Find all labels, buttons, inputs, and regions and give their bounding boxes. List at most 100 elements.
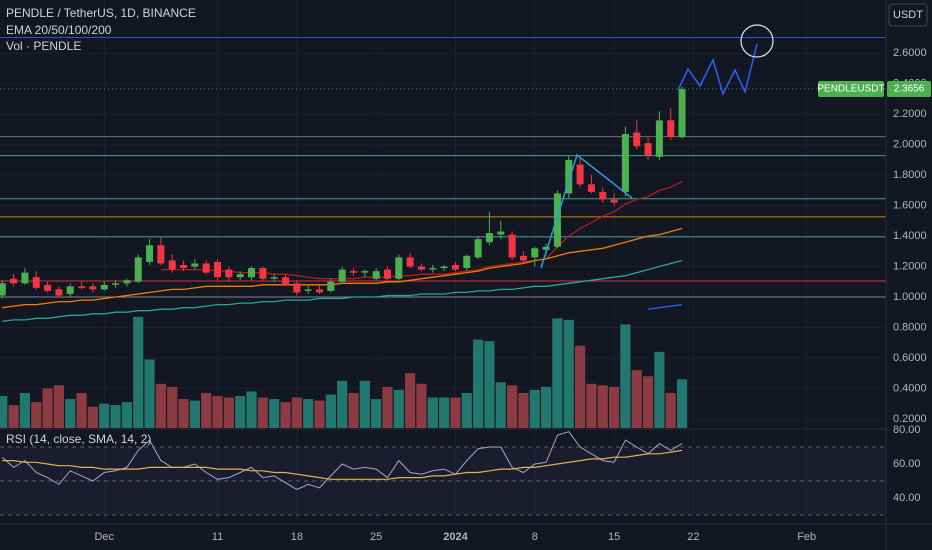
candle-body — [417, 266, 425, 270]
x-tick-label: 8 — [532, 531, 538, 543]
volume-bar — [167, 386, 178, 428]
candle-body — [248, 268, 256, 278]
candle-body — [644, 143, 652, 156]
target-circle — [740, 24, 774, 58]
candle-body — [168, 260, 176, 270]
candle-body — [315, 289, 324, 293]
candle-body — [678, 89, 686, 138]
y-tick-label: 2.6000 — [893, 47, 927, 59]
volume-bar — [257, 397, 268, 428]
candle-body — [429, 268, 437, 270]
volume-bar — [19, 392, 31, 428]
volume-bar — [382, 386, 393, 428]
rsi-tick-label: 40.00 — [893, 492, 921, 504]
rsi-tick-label: 60.00 — [893, 458, 921, 470]
volume-bar — [110, 405, 121, 428]
volume-bar — [291, 397, 302, 428]
candle-body — [440, 266, 448, 269]
volume-bar — [552, 318, 563, 428]
candle-body — [21, 272, 29, 284]
candle-body — [44, 284, 52, 291]
volume-bar — [529, 389, 540, 428]
rsi-tick-label: 80.00 — [893, 424, 921, 436]
indicator-label: Vol · PENDLE — [6, 39, 81, 53]
candle-body — [66, 286, 74, 294]
candle-body — [123, 280, 131, 284]
candle-body — [610, 199, 618, 203]
price-tag-label: 2.3656 — [894, 84, 925, 95]
candle-body — [134, 257, 142, 282]
volume — [0, 316, 688, 428]
candle-body — [180, 265, 188, 269]
candle-body — [531, 248, 539, 258]
volume-bar — [416, 383, 427, 428]
volume-bar — [507, 385, 518, 428]
candle-body — [508, 234, 516, 258]
candle-body — [667, 120, 675, 138]
y-tick-label: 0.8000 — [893, 321, 927, 333]
candle-body — [191, 263, 199, 267]
candle-body — [372, 271, 380, 279]
candle-body — [202, 263, 210, 273]
volume-bar — [586, 383, 597, 428]
candle-body — [327, 281, 335, 291]
candle-body — [282, 277, 290, 285]
candle-body — [32, 277, 40, 288]
candle-body — [395, 257, 403, 279]
volume-bar — [53, 385, 65, 428]
candle-body — [236, 274, 244, 278]
volume-bar — [280, 402, 291, 428]
candle-body — [497, 231, 505, 235]
candle-body — [485, 233, 493, 243]
volume-bar — [563, 319, 574, 428]
volume-bar — [427, 397, 438, 428]
candle-body — [270, 277, 278, 279]
candle-body — [293, 283, 301, 293]
candle-body — [338, 269, 346, 282]
candle-body — [259, 268, 267, 279]
candle-body — [349, 271, 358, 273]
price-tag — [887, 81, 931, 98]
rsi — [1, 431, 683, 491]
candle-body — [599, 191, 607, 200]
candle-body — [55, 289, 63, 296]
volume-bar — [405, 373, 416, 428]
volume-bar — [495, 382, 506, 428]
symbol-tag — [818, 81, 884, 98]
candle-body — [304, 289, 312, 291]
x-tick-label: 25 — [370, 531, 382, 543]
candle-body — [0, 283, 6, 296]
volume-bar — [631, 370, 642, 428]
currency: USDT — [893, 9, 923, 21]
currency-box — [888, 3, 928, 27]
volume-bar — [518, 392, 529, 428]
volume-bar — [76, 392, 87, 428]
volume-bar — [235, 396, 246, 428]
volume-bar — [654, 351, 665, 428]
volume-bar — [642, 376, 654, 428]
candle-body — [463, 255, 471, 269]
volume-bar — [371, 399, 382, 428]
volume-bar — [99, 403, 110, 428]
y-tick-label: 0.2000 — [893, 413, 927, 425]
ema-line — [2, 259, 683, 323]
volume-bar — [676, 379, 688, 428]
volume-bar — [121, 402, 132, 428]
volume-bar — [246, 391, 257, 428]
candle-body — [633, 132, 641, 147]
candle-body — [100, 284, 108, 290]
volume-bar — [541, 386, 552, 428]
volume-bar — [212, 396, 223, 428]
candle-body — [587, 184, 595, 192]
volume-bar — [269, 399, 280, 428]
y-tick-label: 1.2000 — [893, 260, 927, 272]
candle-body — [655, 120, 663, 157]
volume-bar — [620, 324, 631, 428]
trend-drawing — [540, 153, 633, 269]
volume-bar — [155, 383, 166, 428]
candles — [0, 86, 686, 299]
candle-body — [10, 278, 18, 284]
volume-bar — [65, 399, 76, 428]
volume-bar — [178, 399, 189, 428]
